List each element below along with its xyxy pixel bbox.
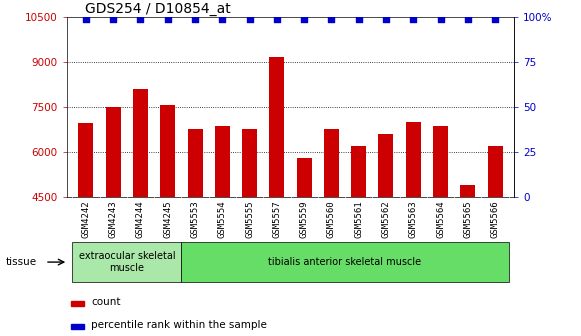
Point xyxy=(490,16,500,21)
Text: GSM5561: GSM5561 xyxy=(354,200,363,238)
Bar xyxy=(460,184,475,197)
Bar xyxy=(406,122,421,197)
Text: GSM5566: GSM5566 xyxy=(490,200,500,238)
Point xyxy=(109,16,118,21)
Text: GSM5562: GSM5562 xyxy=(382,200,390,238)
Bar xyxy=(433,126,448,197)
Text: GSM4242: GSM4242 xyxy=(81,200,91,238)
Bar xyxy=(242,129,257,197)
Bar xyxy=(133,89,148,197)
Bar xyxy=(188,129,203,197)
Point xyxy=(354,16,363,21)
FancyBboxPatch shape xyxy=(181,243,509,282)
Bar xyxy=(487,145,503,197)
Point xyxy=(191,16,200,21)
Point xyxy=(381,16,390,21)
Bar xyxy=(106,107,121,197)
Point xyxy=(463,16,472,21)
Text: GSM5553: GSM5553 xyxy=(191,200,199,238)
Text: GSM4243: GSM4243 xyxy=(109,200,118,238)
Point xyxy=(327,16,336,21)
Bar xyxy=(78,123,94,197)
Bar xyxy=(71,301,84,306)
Bar xyxy=(324,129,339,197)
Text: GSM5563: GSM5563 xyxy=(409,200,418,238)
Bar xyxy=(215,126,230,197)
Bar xyxy=(270,57,284,197)
Point xyxy=(81,16,91,21)
Point xyxy=(163,16,173,21)
Text: GSM5555: GSM5555 xyxy=(245,200,254,238)
Bar xyxy=(297,158,311,197)
Text: GSM5565: GSM5565 xyxy=(463,200,472,238)
Text: GSM5557: GSM5557 xyxy=(272,200,281,238)
Bar xyxy=(351,145,366,197)
Point xyxy=(272,16,282,21)
Point xyxy=(245,16,254,21)
Bar xyxy=(71,324,84,329)
Text: tibialis anterior skeletal muscle: tibialis anterior skeletal muscle xyxy=(268,257,422,267)
Point xyxy=(218,16,227,21)
Bar xyxy=(378,134,393,197)
Bar xyxy=(160,105,175,197)
Text: GSM5560: GSM5560 xyxy=(327,200,336,238)
Text: GSM5564: GSM5564 xyxy=(436,200,445,238)
Point xyxy=(299,16,309,21)
FancyBboxPatch shape xyxy=(72,243,181,282)
Text: GSM4245: GSM4245 xyxy=(163,200,172,238)
Text: GSM5559: GSM5559 xyxy=(300,200,309,238)
Text: GSM5554: GSM5554 xyxy=(218,200,227,238)
Text: GSM4244: GSM4244 xyxy=(136,200,145,238)
Text: extraocular skeletal
muscle: extraocular skeletal muscle xyxy=(78,251,175,273)
Point xyxy=(436,16,445,21)
Text: GDS254 / D10854_at: GDS254 / D10854_at xyxy=(85,2,231,16)
Point xyxy=(136,16,145,21)
Text: percentile rank within the sample: percentile rank within the sample xyxy=(91,320,267,330)
Point xyxy=(408,16,418,21)
Text: tissue: tissue xyxy=(6,257,37,267)
Text: count: count xyxy=(91,297,121,307)
